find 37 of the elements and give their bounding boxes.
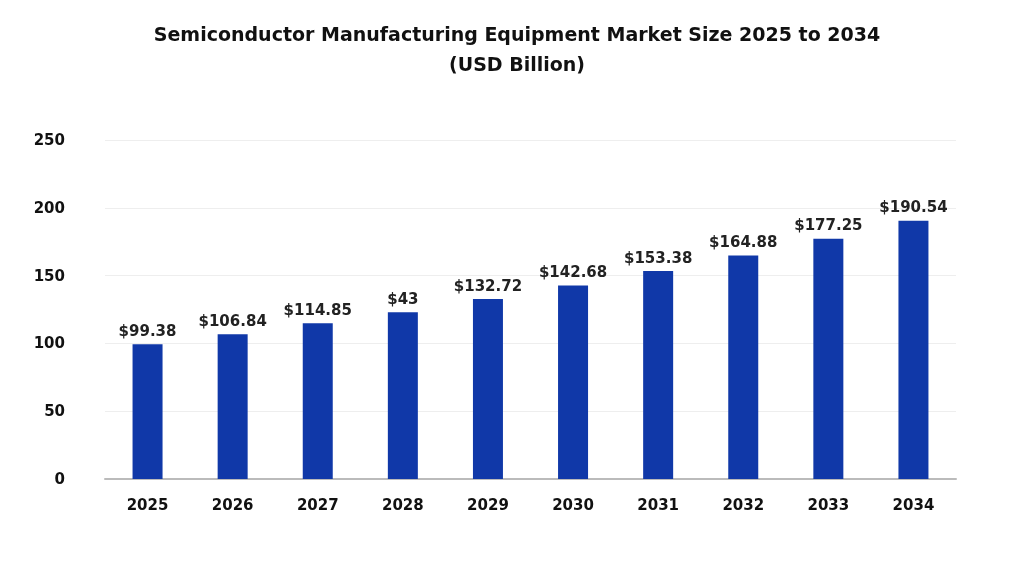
y-tick-label: 0 (54, 470, 65, 488)
x-tick-label: 2030 (552, 495, 594, 514)
data-label: $106.84 (198, 311, 267, 330)
x-tick-label: 2027 (296, 495, 339, 514)
bar (898, 220, 929, 479)
bar (558, 285, 589, 479)
data-label: $142.68 (538, 263, 608, 282)
y-tick-label: 250 (33, 131, 65, 149)
bar (472, 299, 503, 479)
data-label: $132.72 (453, 276, 523, 295)
bar (302, 323, 333, 479)
y-tick-label: 50 (44, 402, 65, 421)
bar (643, 271, 674, 479)
y-tick-label: 200 (33, 198, 65, 217)
x-tick-label: 2028 (381, 495, 424, 514)
data-label: $177.25 (794, 216, 863, 235)
data-label: $190.54 (879, 198, 948, 217)
data-label: $164.88 (709, 232, 778, 251)
data-label: $99.38 (118, 321, 177, 340)
x-tick-label: 2029 (467, 495, 509, 514)
annotation: $43 (387, 289, 419, 308)
bar (387, 312, 418, 479)
x-tick-label: 2031 (637, 495, 680, 514)
y-tick-label: 100 (33, 334, 65, 353)
x-tick-label: 2034 (892, 495, 935, 514)
y-tick-label: 150 (33, 266, 65, 285)
x-tick-label: 2033 (807, 495, 850, 514)
x-tick-label: 2025 (126, 495, 169, 514)
bar (132, 344, 163, 479)
data-label: $153.38 (623, 248, 693, 267)
data-label: $114.85 (283, 300, 352, 319)
x-tick-label: 2026 (211, 495, 254, 514)
bar (728, 255, 759, 479)
bar (813, 238, 844, 479)
x-tick-label: 2032 (722, 495, 765, 514)
bar (217, 334, 248, 479)
chart-title: Semiconductor Manufacturing Equipment Market Size 2025 to 2034 (USD Billion) (153, 23, 881, 75)
